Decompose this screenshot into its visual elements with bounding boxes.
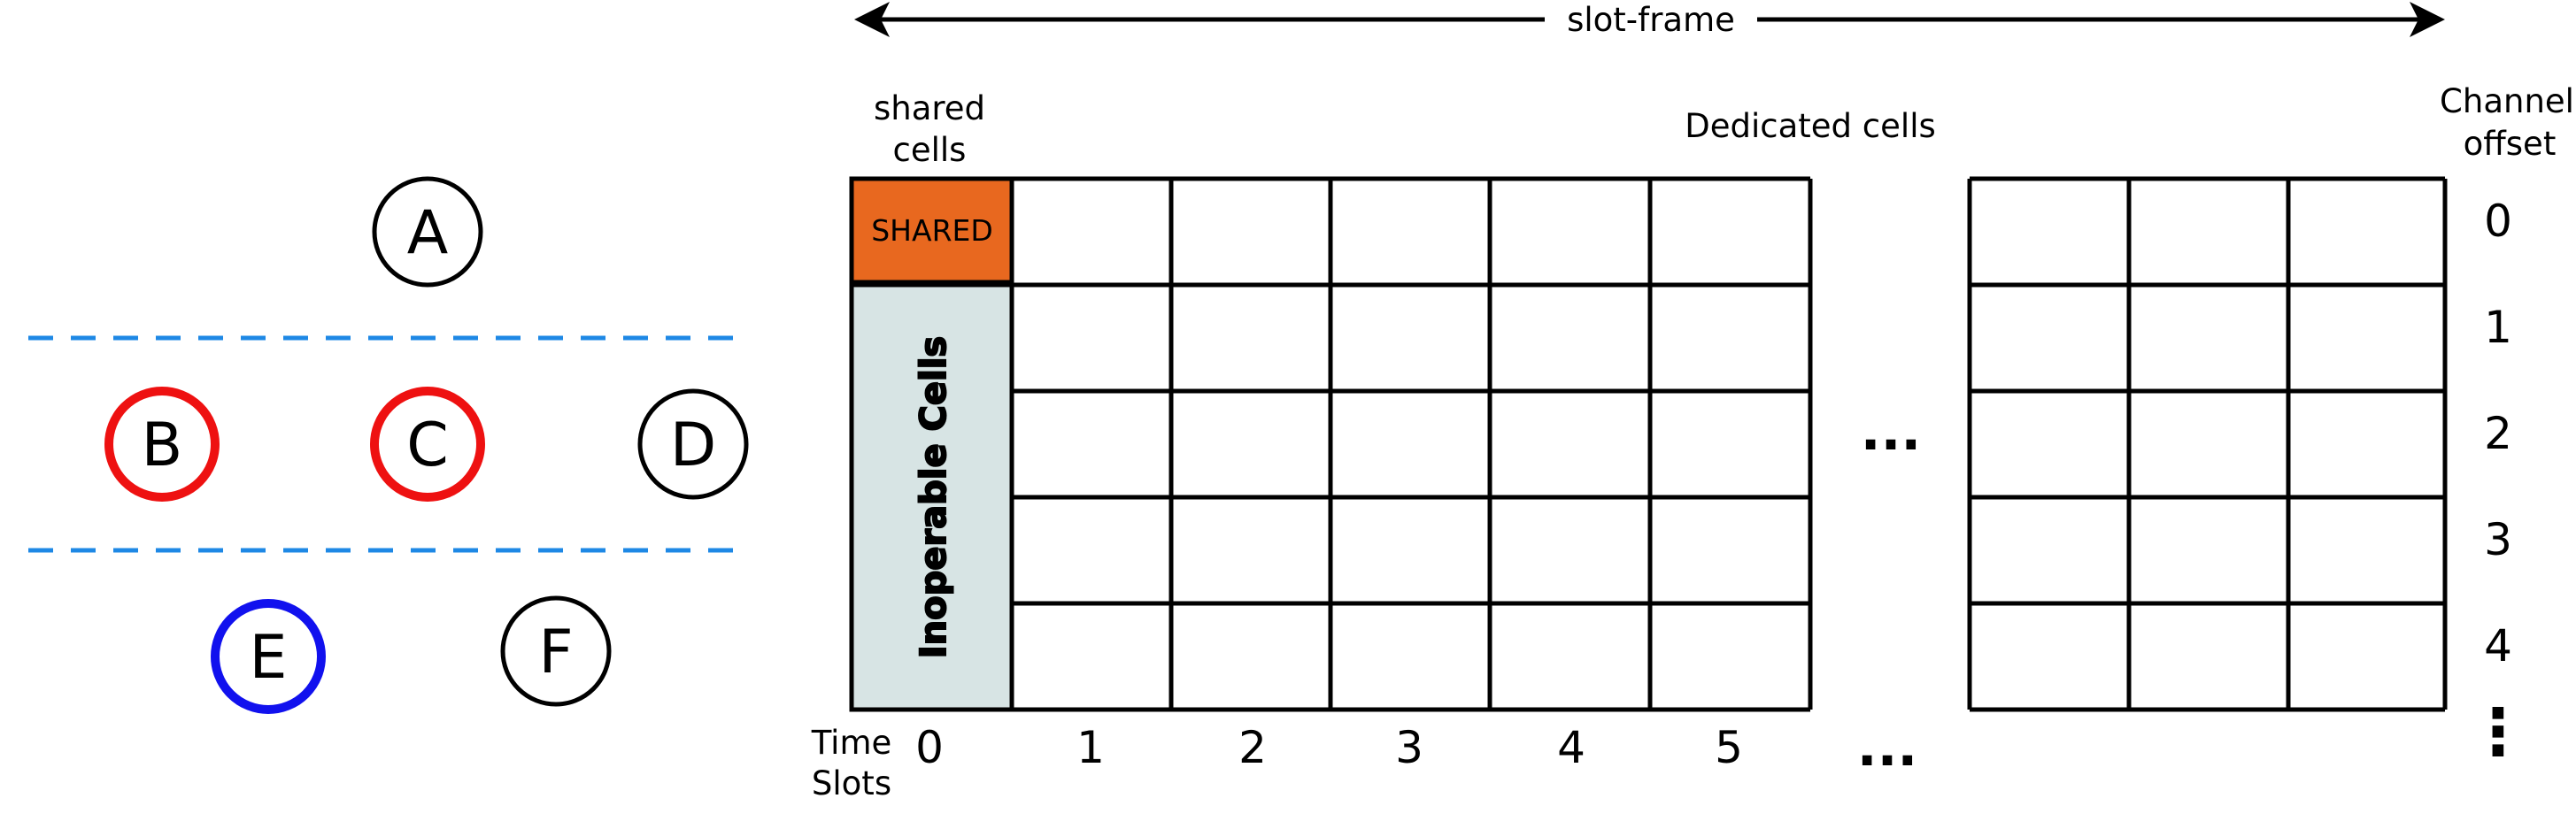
time-slot-ellipsis: ... — [1857, 717, 1917, 779]
time-slot-2: 2 — [1238, 722, 1267, 773]
node-circle — [637, 388, 749, 500]
time-slot-0: 0 — [915, 722, 944, 773]
node-a: A — [372, 176, 483, 288]
node-label: E — [250, 623, 288, 693]
time-slot-5: 5 — [1715, 722, 1743, 773]
node-circle — [211, 599, 326, 714]
time-slot-3: 3 — [1395, 722, 1423, 773]
slot-frame-label: slot-frame — [1567, 1, 1735, 39]
dedicated-cells-grid — [1009, 176, 2448, 712]
shared-cells-label-line2: cells — [893, 131, 967, 169]
node-graph: A B C D E F — [104, 176, 749, 714]
node-circle — [500, 595, 612, 707]
time-slot-4: 4 — [1557, 722, 1585, 773]
node-d: D — [637, 388, 749, 500]
node-label: C — [406, 411, 448, 480]
node-c: C — [370, 387, 485, 502]
channel-offset-label-line2: offset — [2464, 125, 2557, 163]
channel-offset-2: 2 — [2484, 408, 2512, 459]
channel-offset-label-line1: Channel — [2440, 82, 2574, 120]
shared-cells-label-line1: shared — [874, 89, 985, 127]
time-slot-labels: 0 1 2 3 4 5 — [915, 722, 1743, 773]
time-slots-label-line2: Slots — [812, 764, 891, 802]
node-label: B — [142, 411, 183, 480]
channel-offset-labels: 0 1 2 3 4 — [2484, 196, 2512, 672]
dedicated-cells-label: Dedicated cells — [1685, 107, 1936, 145]
grid-ellipsis: ... — [1861, 401, 1921, 463]
node-circle — [104, 387, 220, 502]
node-b: B — [104, 387, 220, 502]
channel-offset-1: 1 — [2484, 302, 2512, 353]
node-f: F — [500, 595, 612, 707]
shared-cell — [849, 176, 1014, 285]
channel-offset-3: 3 — [2484, 514, 2512, 565]
slot-frame-arrow: slot-frame — [854, 1, 2445, 39]
node-circle — [370, 387, 485, 502]
channel-offset-ellipsis: ⋮ — [2466, 695, 2530, 769]
inoperable-cells-label: Inoperable Cells — [914, 336, 954, 658]
node-label: D — [670, 411, 716, 480]
node-circle — [372, 176, 483, 288]
node-e: E — [211, 599, 326, 714]
node-label: F — [538, 618, 573, 687]
time-slot-1: 1 — [1076, 722, 1105, 773]
channel-offset-0: 0 — [2484, 196, 2512, 247]
inoperable-cells — [849, 282, 1014, 712]
channel-offset-4: 4 — [2484, 620, 2512, 672]
time-slots-label-line1: Time — [811, 724, 892, 762]
shared-cell-label: SHARED — [871, 213, 993, 248]
node-label: A — [407, 198, 449, 268]
